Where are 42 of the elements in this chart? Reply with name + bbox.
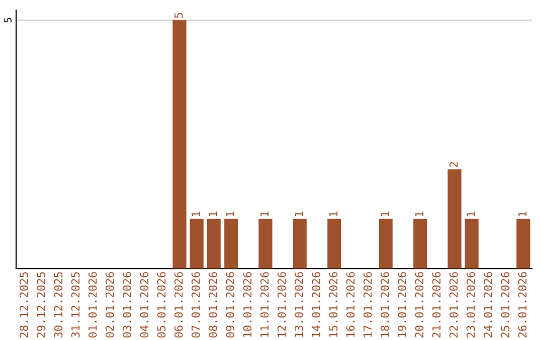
x-tick-label: 16.01.2026: [346, 272, 355, 337]
x-tick-label: 23.01.2026: [466, 272, 475, 338]
x-tick-label: 12.01.2026: [277, 272, 286, 337]
data-label: 1: [466, 212, 475, 216]
x-tick-label: 21.01.2026: [432, 272, 441, 338]
x-tick-label: 13.01.2026: [294, 272, 304, 337]
x-tick-label: 19.01.2026: [398, 272, 406, 337]
x-tick-label: 05.01.2026: [157, 272, 166, 338]
x-tick-label: 29.12.2025: [36, 272, 46, 338]
data-label: 2: [449, 162, 458, 167]
x-tick-label: 26.01.2026: [518, 272, 527, 338]
data-label: 1: [329, 212, 338, 216]
x-tick-label: 18.01.2026: [380, 272, 390, 337]
x-tick-label: 06.01.2026: [174, 272, 183, 338]
x-tick-label: 25.01.2026: [500, 272, 510, 338]
data-label: 1: [192, 212, 200, 216]
x-tick-label: 20.01.2026: [415, 272, 424, 338]
x-tick-label: 14.01.2026: [312, 272, 320, 337]
data-label: 1: [518, 212, 526, 216]
x-tick-label: 02.01.2026: [106, 272, 114, 338]
x-tick-label: 03.01.2026: [122, 272, 132, 338]
data-label: 1: [380, 212, 389, 216]
x-tick-label: 31.12.2025: [71, 272, 80, 338]
x-tick-label: 17.01.2026: [363, 272, 372, 337]
x-tick-label: 11.01.2026: [260, 272, 269, 337]
data-label: 1: [294, 212, 303, 216]
x-tick-label: 28.12.2025: [20, 272, 28, 338]
x-tick-label: 30.12.2025: [54, 272, 62, 338]
x-tick-label: 10.01.2026: [243, 272, 252, 337]
data-label: 1: [415, 212, 424, 216]
x-tick-label: 04.01.2026: [140, 272, 148, 338]
x-tick-label: 01.01.2026: [88, 272, 97, 338]
x-tick-label: 22.01.2026: [449, 272, 458, 338]
data-label: 1: [208, 212, 217, 216]
x-tick-label: 24.01.2026: [484, 272, 492, 338]
x-tick-label: 08.01.2026: [208, 272, 218, 338]
x-tick-label: 09.01.2026: [226, 272, 234, 338]
data-label: 5: [174, 12, 183, 18]
x-tick-label: 15.01.2026: [329, 272, 338, 337]
data-label: 1: [260, 212, 269, 216]
x-tick-label: 07.01.2026: [192, 272, 200, 338]
data-label: 1: [226, 212, 234, 216]
